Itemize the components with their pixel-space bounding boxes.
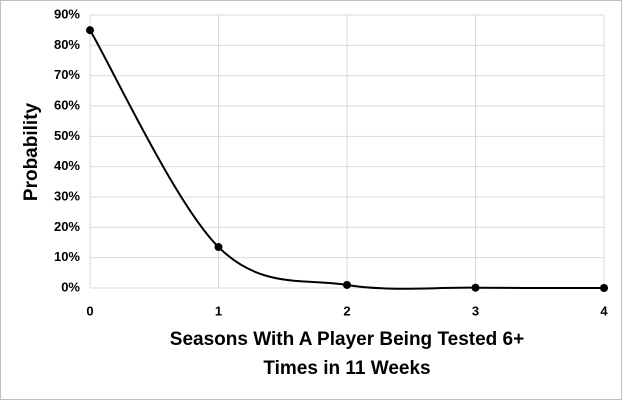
y-tick-label: 50%	[54, 128, 80, 143]
y-tick-label: 70%	[54, 67, 80, 82]
line	[89, 29, 605, 290]
y-tick-label: 30%	[54, 188, 80, 203]
x-tick-label: 2	[343, 303, 350, 318]
point	[214, 243, 223, 252]
x-tick-label: 0	[86, 303, 93, 318]
point	[343, 280, 351, 289]
point	[86, 26, 94, 35]
y-axis-title: Probability	[21, 102, 42, 201]
y-tick-label: 80%	[54, 37, 80, 52]
y-tick-label: 40%	[54, 158, 80, 173]
y-tick-label: 10%	[54, 249, 80, 264]
y-tick-label: 60%	[54, 97, 80, 112]
point	[471, 283, 480, 292]
x-tick-label: 3	[472, 303, 479, 318]
point	[600, 284, 608, 292]
x-tick-label: 4	[600, 303, 608, 318]
x-tick-label: 1	[215, 303, 222, 318]
y-tick-label: 0%	[61, 279, 80, 294]
y-tick-label: 20%	[54, 219, 80, 234]
y-tick-label: 90%	[54, 6, 80, 21]
x-axis-title: Times in 11 Weeks	[263, 358, 430, 379]
x-axis-title: Seasons With A Player Being Tested 6+	[170, 329, 524, 350]
